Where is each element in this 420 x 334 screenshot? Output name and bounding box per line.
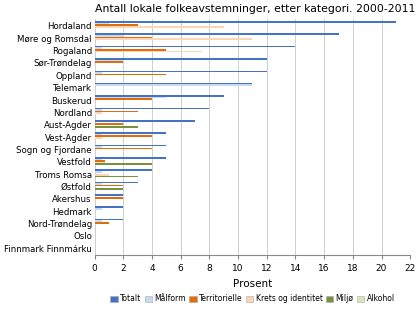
- Bar: [94, 174, 109, 176]
- Bar: [94, 24, 138, 26]
- Bar: [94, 21, 396, 23]
- Bar: [94, 146, 102, 148]
- Bar: [94, 132, 166, 134]
- Bar: [94, 99, 152, 100]
- Bar: [94, 74, 166, 75]
- Bar: [94, 182, 138, 183]
- Bar: [94, 134, 102, 136]
- Text: Antall lokale folkeavstemninger, etter kategori. 2000-2011: Antall lokale folkeavstemninger, etter k…: [94, 4, 415, 14]
- Bar: [94, 120, 195, 122]
- Bar: [94, 157, 166, 159]
- Bar: [94, 208, 102, 210]
- Bar: [94, 183, 102, 185]
- Bar: [94, 38, 252, 40]
- Legend: Totalt, Målform, Territorielle, Krets og identitet, Miljø, Alkohol: Totalt, Målform, Territorielle, Krets og…: [110, 294, 395, 303]
- Bar: [94, 112, 102, 114]
- Bar: [94, 72, 102, 74]
- Bar: [94, 23, 109, 24]
- Bar: [94, 108, 210, 109]
- Bar: [94, 47, 102, 49]
- Bar: [94, 194, 123, 196]
- Bar: [94, 220, 102, 222]
- Bar: [94, 111, 138, 112]
- Bar: [94, 70, 267, 72]
- Bar: [94, 49, 166, 51]
- Bar: [94, 162, 105, 163]
- Bar: [94, 171, 102, 173]
- Bar: [94, 46, 296, 47]
- Bar: [94, 145, 166, 146]
- Bar: [94, 163, 152, 165]
- Bar: [94, 148, 152, 149]
- Bar: [94, 61, 123, 63]
- Bar: [94, 169, 152, 171]
- Bar: [94, 26, 224, 27]
- Bar: [94, 97, 166, 99]
- Bar: [94, 126, 138, 128]
- Bar: [94, 58, 267, 60]
- Bar: [94, 188, 123, 190]
- Bar: [94, 123, 123, 125]
- Bar: [94, 219, 123, 220]
- Bar: [94, 185, 123, 186]
- Bar: [94, 51, 202, 52]
- Bar: [94, 60, 123, 61]
- Bar: [94, 160, 105, 162]
- Bar: [94, 83, 252, 85]
- Bar: [94, 85, 252, 86]
- Bar: [94, 197, 123, 199]
- Bar: [94, 176, 138, 177]
- Bar: [94, 37, 152, 38]
- Bar: [94, 222, 109, 223]
- Bar: [94, 95, 224, 97]
- Bar: [94, 136, 152, 137]
- Bar: [94, 33, 339, 35]
- X-axis label: Prosent: Prosent: [233, 279, 272, 289]
- Bar: [94, 109, 102, 111]
- Bar: [94, 206, 123, 208]
- Bar: [94, 137, 102, 139]
- Bar: [94, 35, 123, 37]
- Bar: [94, 159, 102, 160]
